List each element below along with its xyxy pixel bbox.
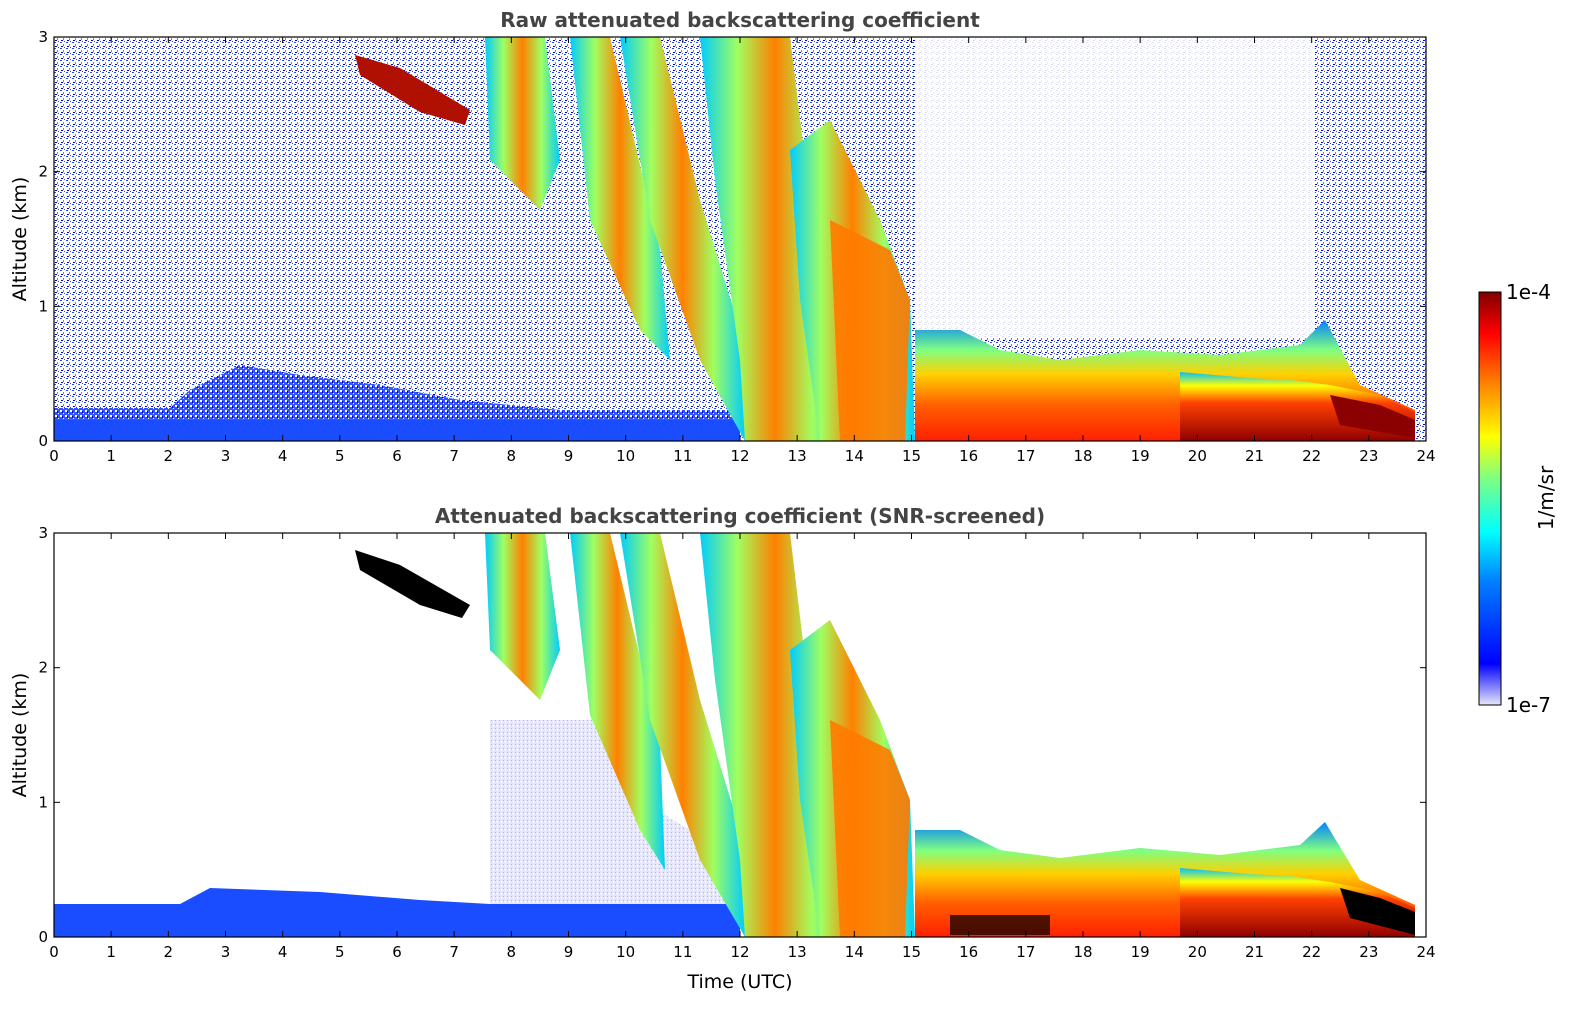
colorbar-unit-label: 1/m/sr [1534,465,1558,530]
colorbar-min-label: 1e-7 [1506,693,1551,717]
x-tick-label: 10 [616,447,635,465]
x-tick-label: 14 [845,447,864,465]
colorbar-gradient [1478,291,1502,706]
boundary-layer-early-screened [54,888,740,937]
x-tick-label: 1 [106,943,116,961]
x-tick-label: 8 [507,447,517,465]
colorbar: 1e-4 1e-7 1/m/sr [1478,280,1558,717]
x-tick-label: 9 [564,447,574,465]
y-tick-label: 0 [38,432,48,450]
x-tick-label: 12 [730,447,749,465]
x-tick-label: 11 [673,943,692,961]
x-tick-label: 16 [959,447,978,465]
plume-1 [485,37,560,210]
plume-6-screened [830,720,910,937]
x-tick-label: 12 [730,943,749,961]
y-axis-screened: 0 1 2 3 [38,524,1426,946]
plume-2 [570,37,670,360]
y-tick-label: 1 [38,297,48,315]
x-tick-label: 6 [392,447,402,465]
colorbar-max-label: 1e-4 [1506,280,1551,304]
y-tick-label: 3 [38,524,48,542]
heatmap-screened [54,533,1426,937]
x-axis-raw: 0 1 2 3 4 5 6 7 8 9 10 11 12 13 14 15 16 17 18 19 20 21 22 23 24 [49,37,1436,465]
panel-raw: Raw attenuated backscattering coefficien… [9,8,1436,465]
x-tick-label: 7 [449,943,459,961]
x-tick-label: 4 [278,943,288,961]
panel-title-raw: Raw attenuated backscattering coefficien… [500,8,980,32]
plume-1-screened [485,533,560,700]
y-axis-label-raw: Altitude (km) [9,177,31,302]
x-tick-label: 4 [278,447,288,465]
x-tick-label: 5 [335,943,345,961]
cloud-band-lower-right [1330,395,1415,438]
x-tick-label: 19 [1131,943,1150,961]
ground-clutter-screened [950,915,1050,935]
x-tick-label: 13 [788,943,807,961]
heatmap-raw [54,37,1426,441]
x-tick-label: 10 [616,943,635,961]
x-tick-label: 17 [1016,943,1035,961]
cloud-band-upper [355,55,470,125]
y-tick-label: 2 [38,659,48,677]
x-tick-label: 18 [1073,943,1092,961]
x-tick-label: 24 [1416,943,1435,961]
x-tick-label: 3 [221,943,231,961]
x-tick-label: 13 [788,447,807,465]
y-tick-label: 0 [38,928,48,946]
y-tick-label: 1 [38,793,48,811]
y-tick-label: 2 [38,163,48,181]
x-tick-label: 24 [1416,447,1435,465]
x-tick-label: 23 [1359,447,1378,465]
x-tick-label: 1 [106,447,116,465]
x-tick-label: 5 [335,447,345,465]
x-tick-label: 22 [1302,943,1321,961]
y-tick-label: 3 [38,28,48,46]
x-tick-label: 11 [673,447,692,465]
clear-sky-region [915,37,1315,337]
x-tick-label: 15 [902,447,921,465]
x-tick-label: 21 [1245,447,1264,465]
x-tick-label: 20 [1188,447,1207,465]
plume-6 [830,220,910,441]
x-tick-label: 23 [1359,943,1378,961]
x-axis-screened: 0 1 2 3 4 5 6 7 8 9 10 11 12 13 14 15 16 17 18 19 20 21 22 23 24 [49,533,1436,961]
x-tick-label: 15 [902,943,921,961]
cloud-band-upper-screened [355,550,470,618]
x-tick-label: 21 [1245,943,1264,961]
x-tick-label: 8 [507,943,517,961]
x-tick-label: 18 [1073,447,1092,465]
x-axis-label-screened: Time (UTC) [686,971,792,993]
cloud-band-lower-right-screened [1340,888,1415,935]
x-tick-label: 14 [845,943,864,961]
y-axis-raw: 0 1 2 3 [38,28,1426,450]
x-tick-label: 3 [221,447,231,465]
x-tick-label: 2 [164,943,174,961]
lavender-residual [490,720,740,937]
panel-title-screened: Attenuated backscattering coefficient (S… [435,504,1045,528]
x-tick-label: 2 [164,447,174,465]
plume-3-screened [620,533,745,937]
x-tick-label: 16 [959,943,978,961]
x-tick-label: 22 [1302,447,1321,465]
x-tick-label: 20 [1188,943,1207,961]
x-tick-label: 9 [564,943,574,961]
x-tick-label: 19 [1131,447,1150,465]
plume-3 [620,37,745,441]
x-tick-label: 6 [392,943,402,961]
x-tick-label: 0 [49,447,59,465]
boundary-layer-late-core-screened [1180,868,1415,937]
x-tick-label: 17 [1016,447,1035,465]
panel-screened: Attenuated backscattering coefficient (S… [9,504,1436,993]
y-axis-label-screened: Altitude (km) [9,673,31,798]
plume-2-screened [570,533,665,870]
x-tick-label: 7 [449,447,459,465]
x-tick-label: 0 [49,943,59,961]
